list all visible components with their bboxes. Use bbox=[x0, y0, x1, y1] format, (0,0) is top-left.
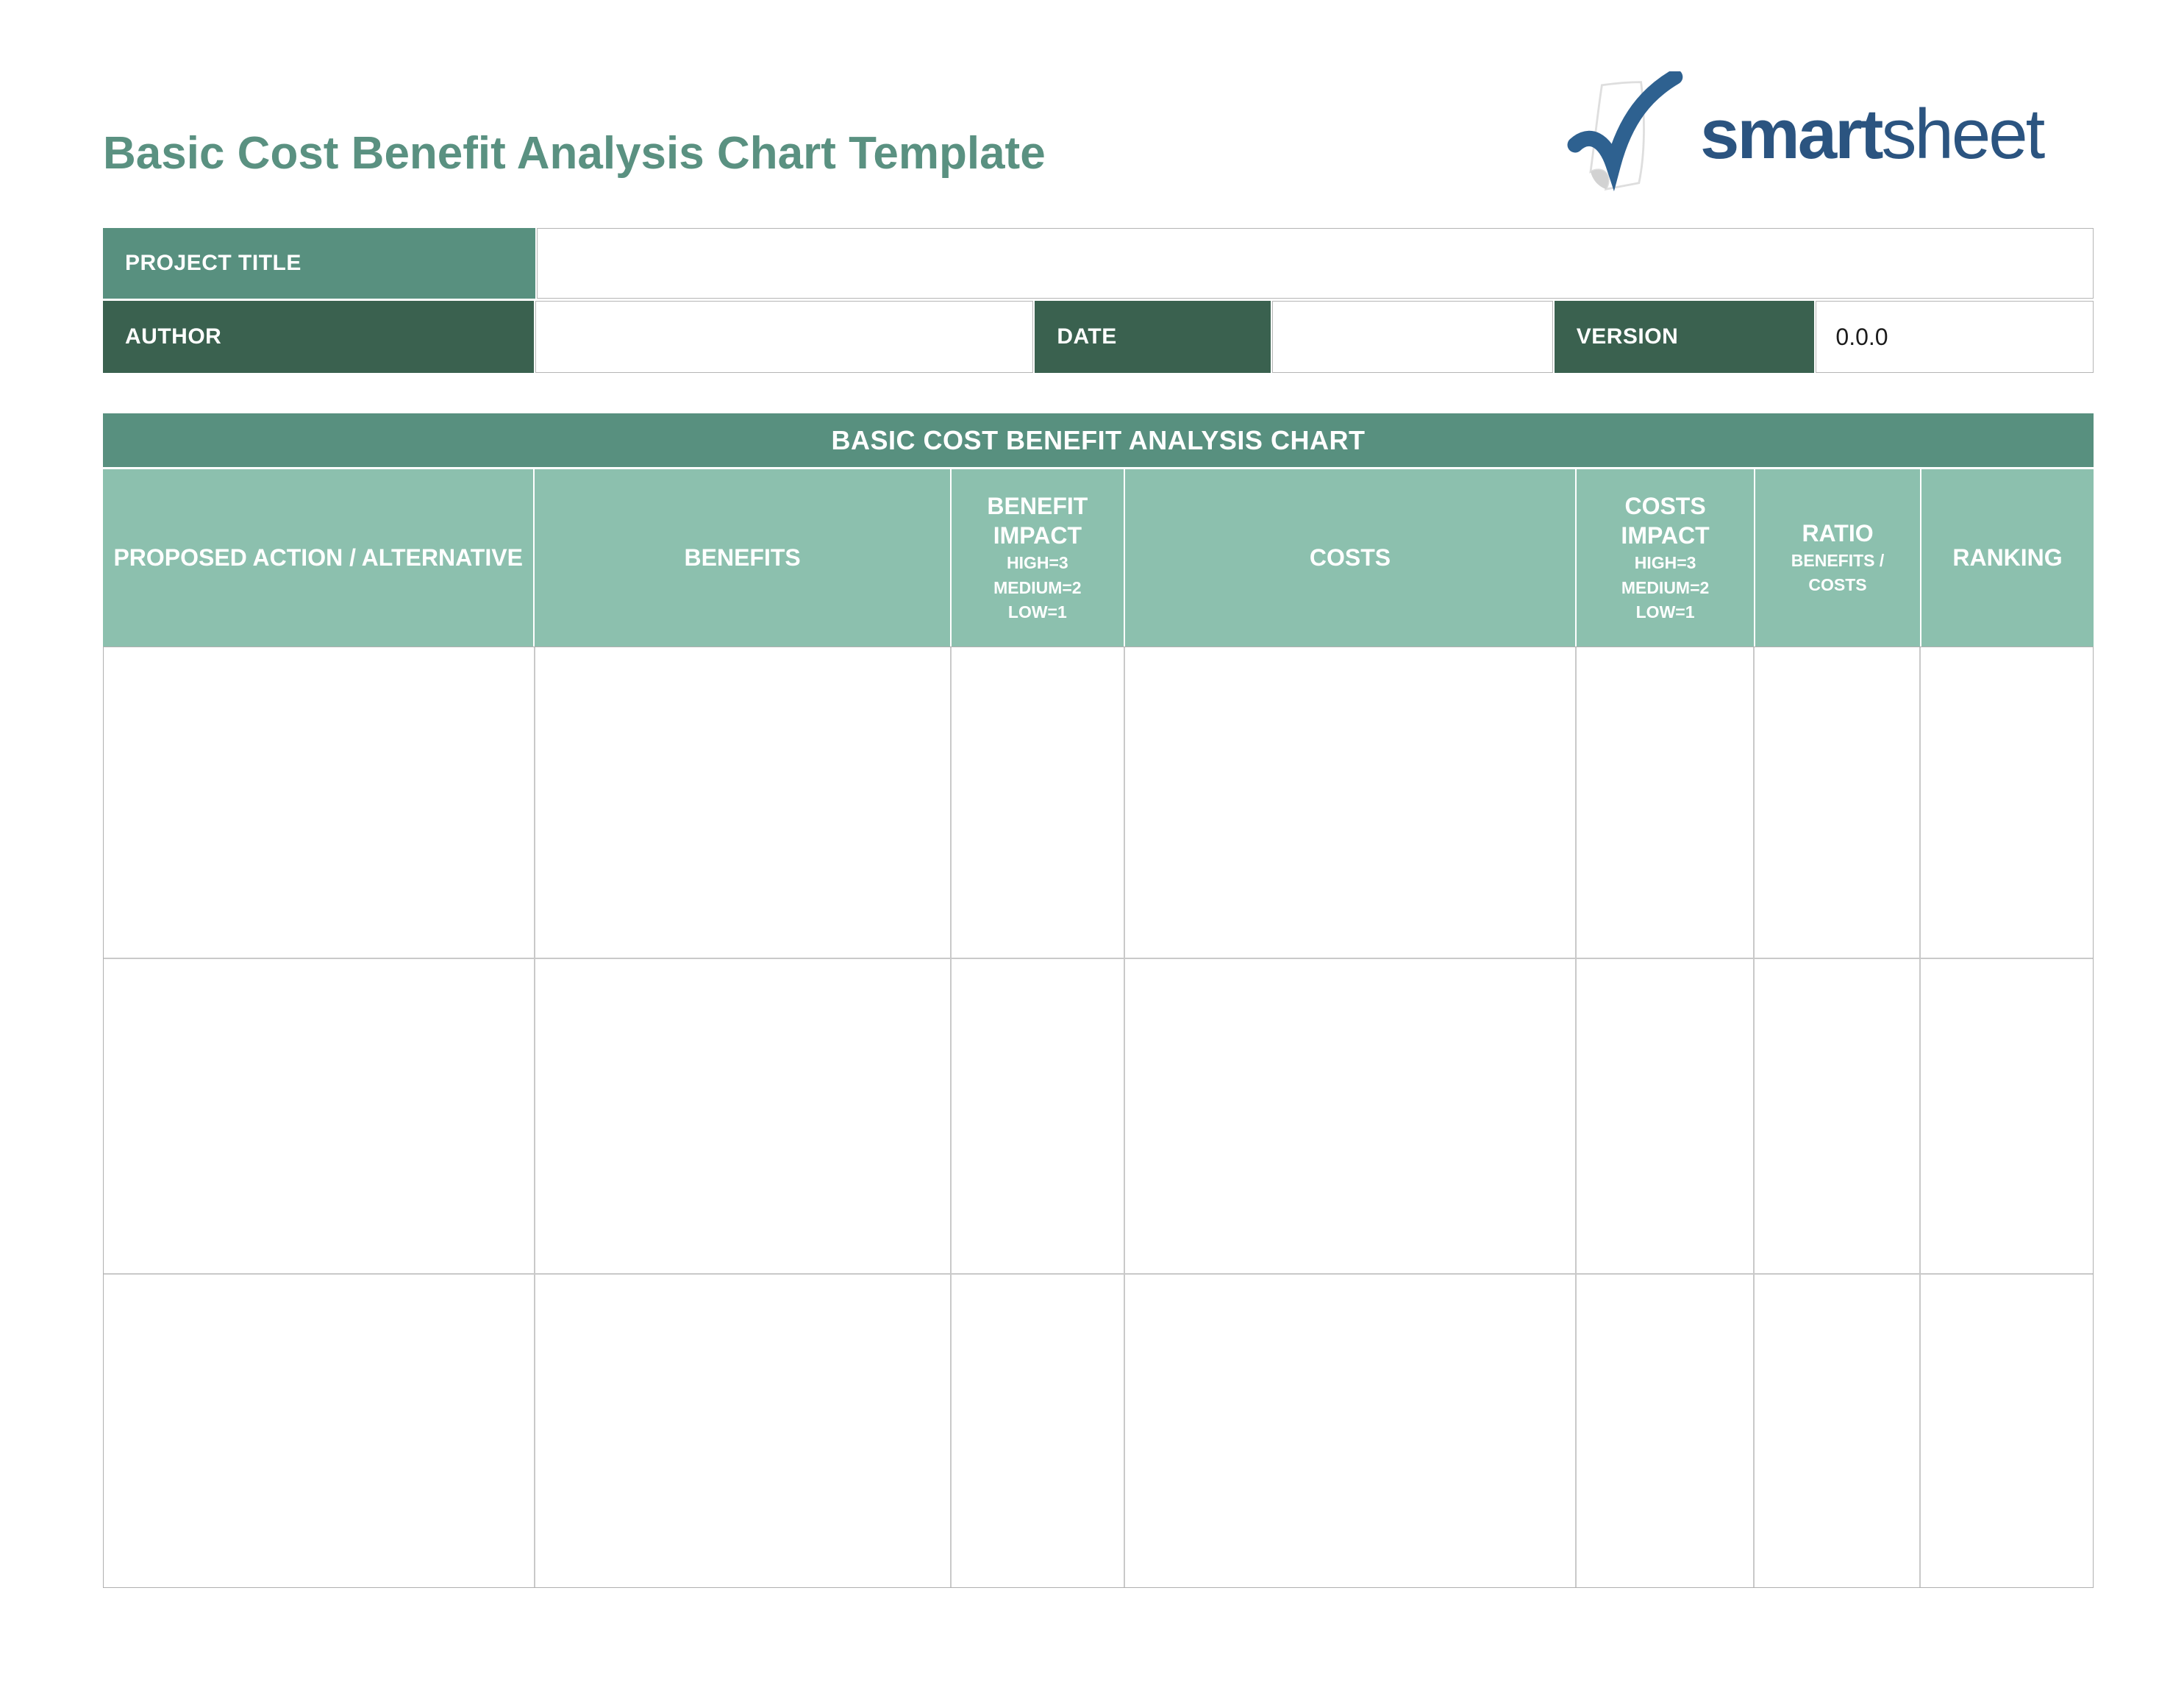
body-cell-r3c3[interactable] bbox=[952, 1275, 1124, 1587]
header-title: RANKING bbox=[1952, 544, 2063, 571]
header-cell-costs-impact: COSTS IMPACT HIGH=3 MEDIUM=2 LOW=1 bbox=[1577, 469, 1755, 647]
header-cell-benefit-impact: BENEFIT IMPACT HIGH=3 MEDIUM=2 LOW=1 bbox=[951, 469, 1124, 647]
checkmark-page-icon bbox=[1565, 71, 1688, 208]
header-subtitle: MEDIUM=2 bbox=[993, 577, 1082, 597]
meta-row-project-title: PROJECT TITLE bbox=[103, 228, 2094, 299]
body-cell-r2c3[interactable] bbox=[952, 959, 1124, 1273]
header-title: PROPOSED ACTION / ALTERNATIVE bbox=[113, 544, 523, 571]
page-title: Basic Cost Benefit Analysis Chart Templa… bbox=[103, 128, 1046, 179]
header-cell-ranking: RANKING bbox=[1921, 469, 2094, 647]
cba-table-title: BASIC COST BENEFIT ANALYSIS CHART bbox=[103, 413, 2094, 467]
logo-text: smartsheet bbox=[1700, 99, 2045, 180]
body-cell-r3c1[interactable] bbox=[104, 1275, 534, 1587]
body-cell-r1c4[interactable] bbox=[1124, 647, 1575, 958]
header-cell-benefits: BENEFITS bbox=[535, 469, 950, 647]
body-cell-r3c7[interactable] bbox=[1921, 1275, 2093, 1587]
body-cell-r1c7[interactable] bbox=[1921, 647, 2093, 958]
header-title: COSTS bbox=[1309, 544, 1391, 571]
date-label: DATE bbox=[1035, 301, 1271, 373]
header-subtitle: HIGH=3 bbox=[1634, 553, 1696, 573]
author-value-cell[interactable] bbox=[535, 301, 1034, 373]
body-cell-r2c7[interactable] bbox=[1921, 959, 2093, 1273]
body-cell-r2c1[interactable] bbox=[104, 959, 534, 1273]
cba-header-row: PROPOSED ACTION / ALTERNATIVE BENEFITS B… bbox=[103, 469, 2094, 647]
cba-table: BASIC COST BENEFIT ANALYSIS CHART PROPOS… bbox=[103, 413, 2094, 1588]
version-value-cell[interactable]: 0.0.0 bbox=[1816, 301, 2094, 373]
body-cell-r1c1[interactable] bbox=[104, 647, 534, 958]
header-subtitle: BENEFITS / bbox=[1791, 550, 1885, 570]
body-cell-r2c2[interactable] bbox=[535, 959, 951, 1273]
logo-text-sheet: sheet bbox=[1881, 95, 2045, 174]
header-title: COSTS IMPACT bbox=[1621, 492, 1710, 549]
header-cell-proposed-action: PROPOSED ACTION / ALTERNATIVE bbox=[103, 469, 534, 647]
meta-table: PROJECT TITLE AUTHOR DATE VERSION 0.0.0 bbox=[103, 228, 2094, 373]
date-value-cell[interactable] bbox=[1272, 301, 1553, 373]
header-subtitle: COSTS bbox=[1808, 574, 1867, 594]
smartsheet-logo: smartsheet bbox=[1565, 68, 2045, 212]
project-title-value-cell[interactable] bbox=[536, 228, 2094, 299]
table-body bbox=[103, 647, 2094, 1588]
version-label: VERSION bbox=[1554, 301, 1815, 373]
body-cell-r2c6[interactable] bbox=[1755, 959, 1920, 1273]
header-subtitle: MEDIUM=2 bbox=[1621, 577, 1710, 597]
project-title-label: PROJECT TITLE bbox=[103, 228, 535, 299]
body-cell-r3c6[interactable] bbox=[1755, 1275, 1920, 1587]
meta-row-author-date-version: AUTHOR DATE VERSION 0.0.0 bbox=[103, 301, 2094, 373]
body-cell-r1c2[interactable] bbox=[535, 647, 951, 958]
body-cell-r1c5[interactable] bbox=[1576, 647, 1754, 958]
logo-text-smart: smart bbox=[1700, 95, 1883, 174]
author-label: AUTHOR bbox=[103, 301, 534, 373]
body-cell-r1c6[interactable] bbox=[1755, 647, 1920, 958]
header-title: RATIO bbox=[1802, 519, 1874, 546]
body-cell-r3c5[interactable] bbox=[1576, 1275, 1754, 1587]
header-cell-costs: COSTS bbox=[1124, 469, 1576, 647]
header-title: BENEFIT IMPACT bbox=[987, 492, 1088, 549]
body-cell-r2c4[interactable] bbox=[1124, 959, 1575, 1273]
header-subtitle: LOW=1 bbox=[1007, 602, 1067, 622]
body-cell-r2c5[interactable] bbox=[1576, 959, 1754, 1273]
body-cell-r1c3[interactable] bbox=[952, 647, 1124, 958]
body-cell-r3c4[interactable] bbox=[1124, 1275, 1575, 1587]
header-cell-ratio: RATIO BENEFITS / COSTS bbox=[1755, 469, 1921, 647]
header-title: BENEFITS bbox=[684, 544, 801, 571]
header-subtitle: HIGH=3 bbox=[1006, 553, 1068, 573]
body-cell-r3c2[interactable] bbox=[535, 1275, 951, 1587]
header-subtitle: LOW=1 bbox=[1635, 602, 1695, 622]
